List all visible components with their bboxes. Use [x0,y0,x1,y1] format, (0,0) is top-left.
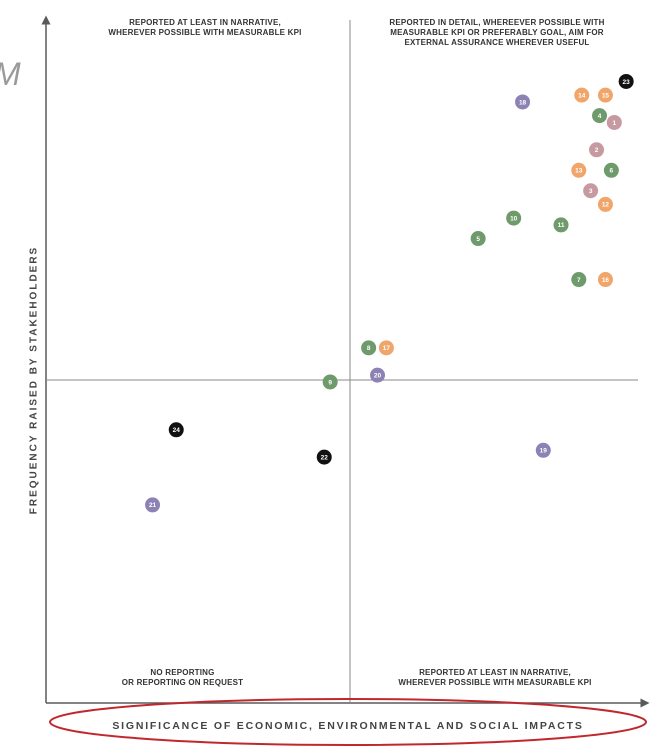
data-point-label: 12 [602,202,610,209]
data-point-marker [506,210,522,226]
data-point-label: 10 [510,215,518,222]
data-point-marker [597,87,613,103]
data-point-label: 8 [367,345,371,352]
data-point-1: 1 [606,114,622,130]
data-point-18: 18 [515,94,531,110]
data-point-4: 4 [592,108,608,124]
data-point-label: 23 [623,79,631,86]
data-point-marker [574,87,590,103]
data-point-marker [322,374,338,390]
data-point-21: 21 [145,497,161,513]
data-point-marker [470,231,486,247]
data-point-label: 18 [519,99,527,106]
data-point-8: 8 [361,340,377,356]
data-point-marker [606,114,622,130]
data-point-label: 7 [577,277,581,284]
data-point-15: 15 [597,87,613,103]
data-point-2: 2 [589,142,605,158]
data-point-marker [535,442,551,458]
data-point-marker [316,449,332,465]
data-point-label: 19 [540,448,548,455]
data-point-3: 3 [583,183,599,199]
data-point-marker [168,422,184,438]
quadrant-label-bottom-right: REPORTED AT LEAST IN NARRATIVE, WHEREVER… [398,668,592,687]
data-point-marker [378,340,394,356]
data-point-label: 4 [598,113,602,120]
data-point-23: 23 [618,73,634,89]
data-point-label: 16 [602,277,610,284]
x-axis-label: SIGNIFICANCE OF ECONOMIC, ENVIRONMENTAL … [112,720,584,732]
data-point-7: 7 [571,272,587,288]
data-point-label: 17 [383,345,391,352]
data-point-marker [145,497,161,513]
x-label-highlight-ellipse [49,698,647,746]
data-point-12: 12 [597,196,613,212]
data-point-marker [592,108,608,124]
data-point-label: 20 [374,372,382,379]
data-point-marker [370,367,386,383]
data-point-marker [515,94,531,110]
data-point-10: 10 [506,210,522,226]
data-point-label: 13 [575,168,583,175]
data-point-19: 19 [535,442,551,458]
data-point-marker [571,272,587,288]
quadrant-label-top-left: REPORTED AT LEAST IN NARRATIVE, WHEREVER… [108,18,302,37]
data-point-24: 24 [168,422,184,438]
data-point-label: 9 [328,379,332,386]
data-point-20: 20 [370,367,386,383]
data-point-label: 6 [610,168,614,175]
data-point-label: 11 [558,222,565,229]
data-point-14: 14 [574,87,590,103]
data-point-6: 6 [603,162,619,178]
data-point-marker [361,340,377,356]
data-point-label: 15 [602,92,610,99]
data-point-label: 24 [173,427,181,434]
data-point-label: 2 [595,147,599,154]
data-point-marker [589,142,605,158]
quadrant-label-top-right: REPORTED IN DETAIL, WHEREEVER POSSIBLE W… [389,18,605,47]
data-point-label: 22 [321,454,329,461]
data-point-5: 5 [470,231,486,247]
data-point-marker [603,162,619,178]
data-point-marker [597,272,613,288]
data-point-label: 21 [149,502,157,509]
data-point-22: 22 [316,449,332,465]
data-point-13: 13 [571,162,587,178]
data-point-label: 1 [613,120,617,127]
data-point-11: 11 [553,217,569,233]
data-point-marker [571,162,587,178]
data-point-17: 17 [378,340,394,356]
data-point-marker [553,217,569,233]
quadrant-label-bottom-left: NO REPORTING OR REPORTING ON REQUEST [121,668,244,687]
y-axis-label: FREQUENCY RAISED BY STAKEHOLDERS [28,245,40,515]
data-point-label: 3 [589,188,593,195]
page-fragment: M [0,56,21,93]
data-point-marker [597,196,613,212]
data-point-label: 5 [476,236,480,243]
data-point-16: 16 [597,272,613,288]
data-point-marker [583,183,599,199]
data-point-9: 9 [322,374,338,390]
data-point-label: 14 [578,92,586,99]
data-point-marker [618,73,634,89]
